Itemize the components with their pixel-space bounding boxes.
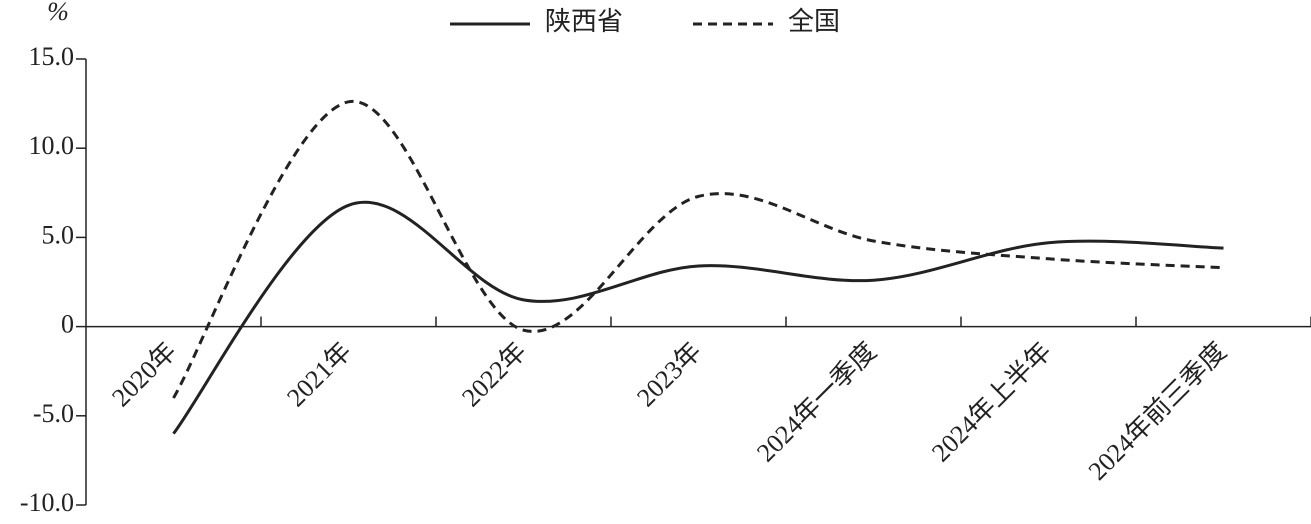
legend-label: 全国	[788, 7, 840, 36]
y-tick-label: 15.0	[29, 42, 75, 71]
y-tick-label: 0	[61, 310, 74, 339]
y-unit: %	[47, 0, 69, 26]
x-tick-label: 2024年一季度	[751, 337, 882, 468]
series-line	[172, 100, 1224, 399]
y-tick-label: 10.0	[29, 131, 75, 160]
legend-label: 陕西省	[545, 7, 623, 36]
x-tick-label: 2023年	[631, 337, 707, 413]
y-tick-label: -5.0	[33, 399, 74, 428]
x-tick-label: 2024年上半年	[926, 337, 1057, 468]
x-tick-label: 2020年	[106, 337, 182, 413]
series-line	[172, 201, 1224, 435]
x-tick-label: 2021年	[281, 337, 357, 413]
x-tick-label: 2024年前三季度	[1083, 337, 1232, 486]
y-tick-label: 5.0	[42, 220, 75, 249]
x-tick-label: 2022年	[456, 337, 532, 413]
y-tick-label: -10.0	[20, 488, 74, 517]
